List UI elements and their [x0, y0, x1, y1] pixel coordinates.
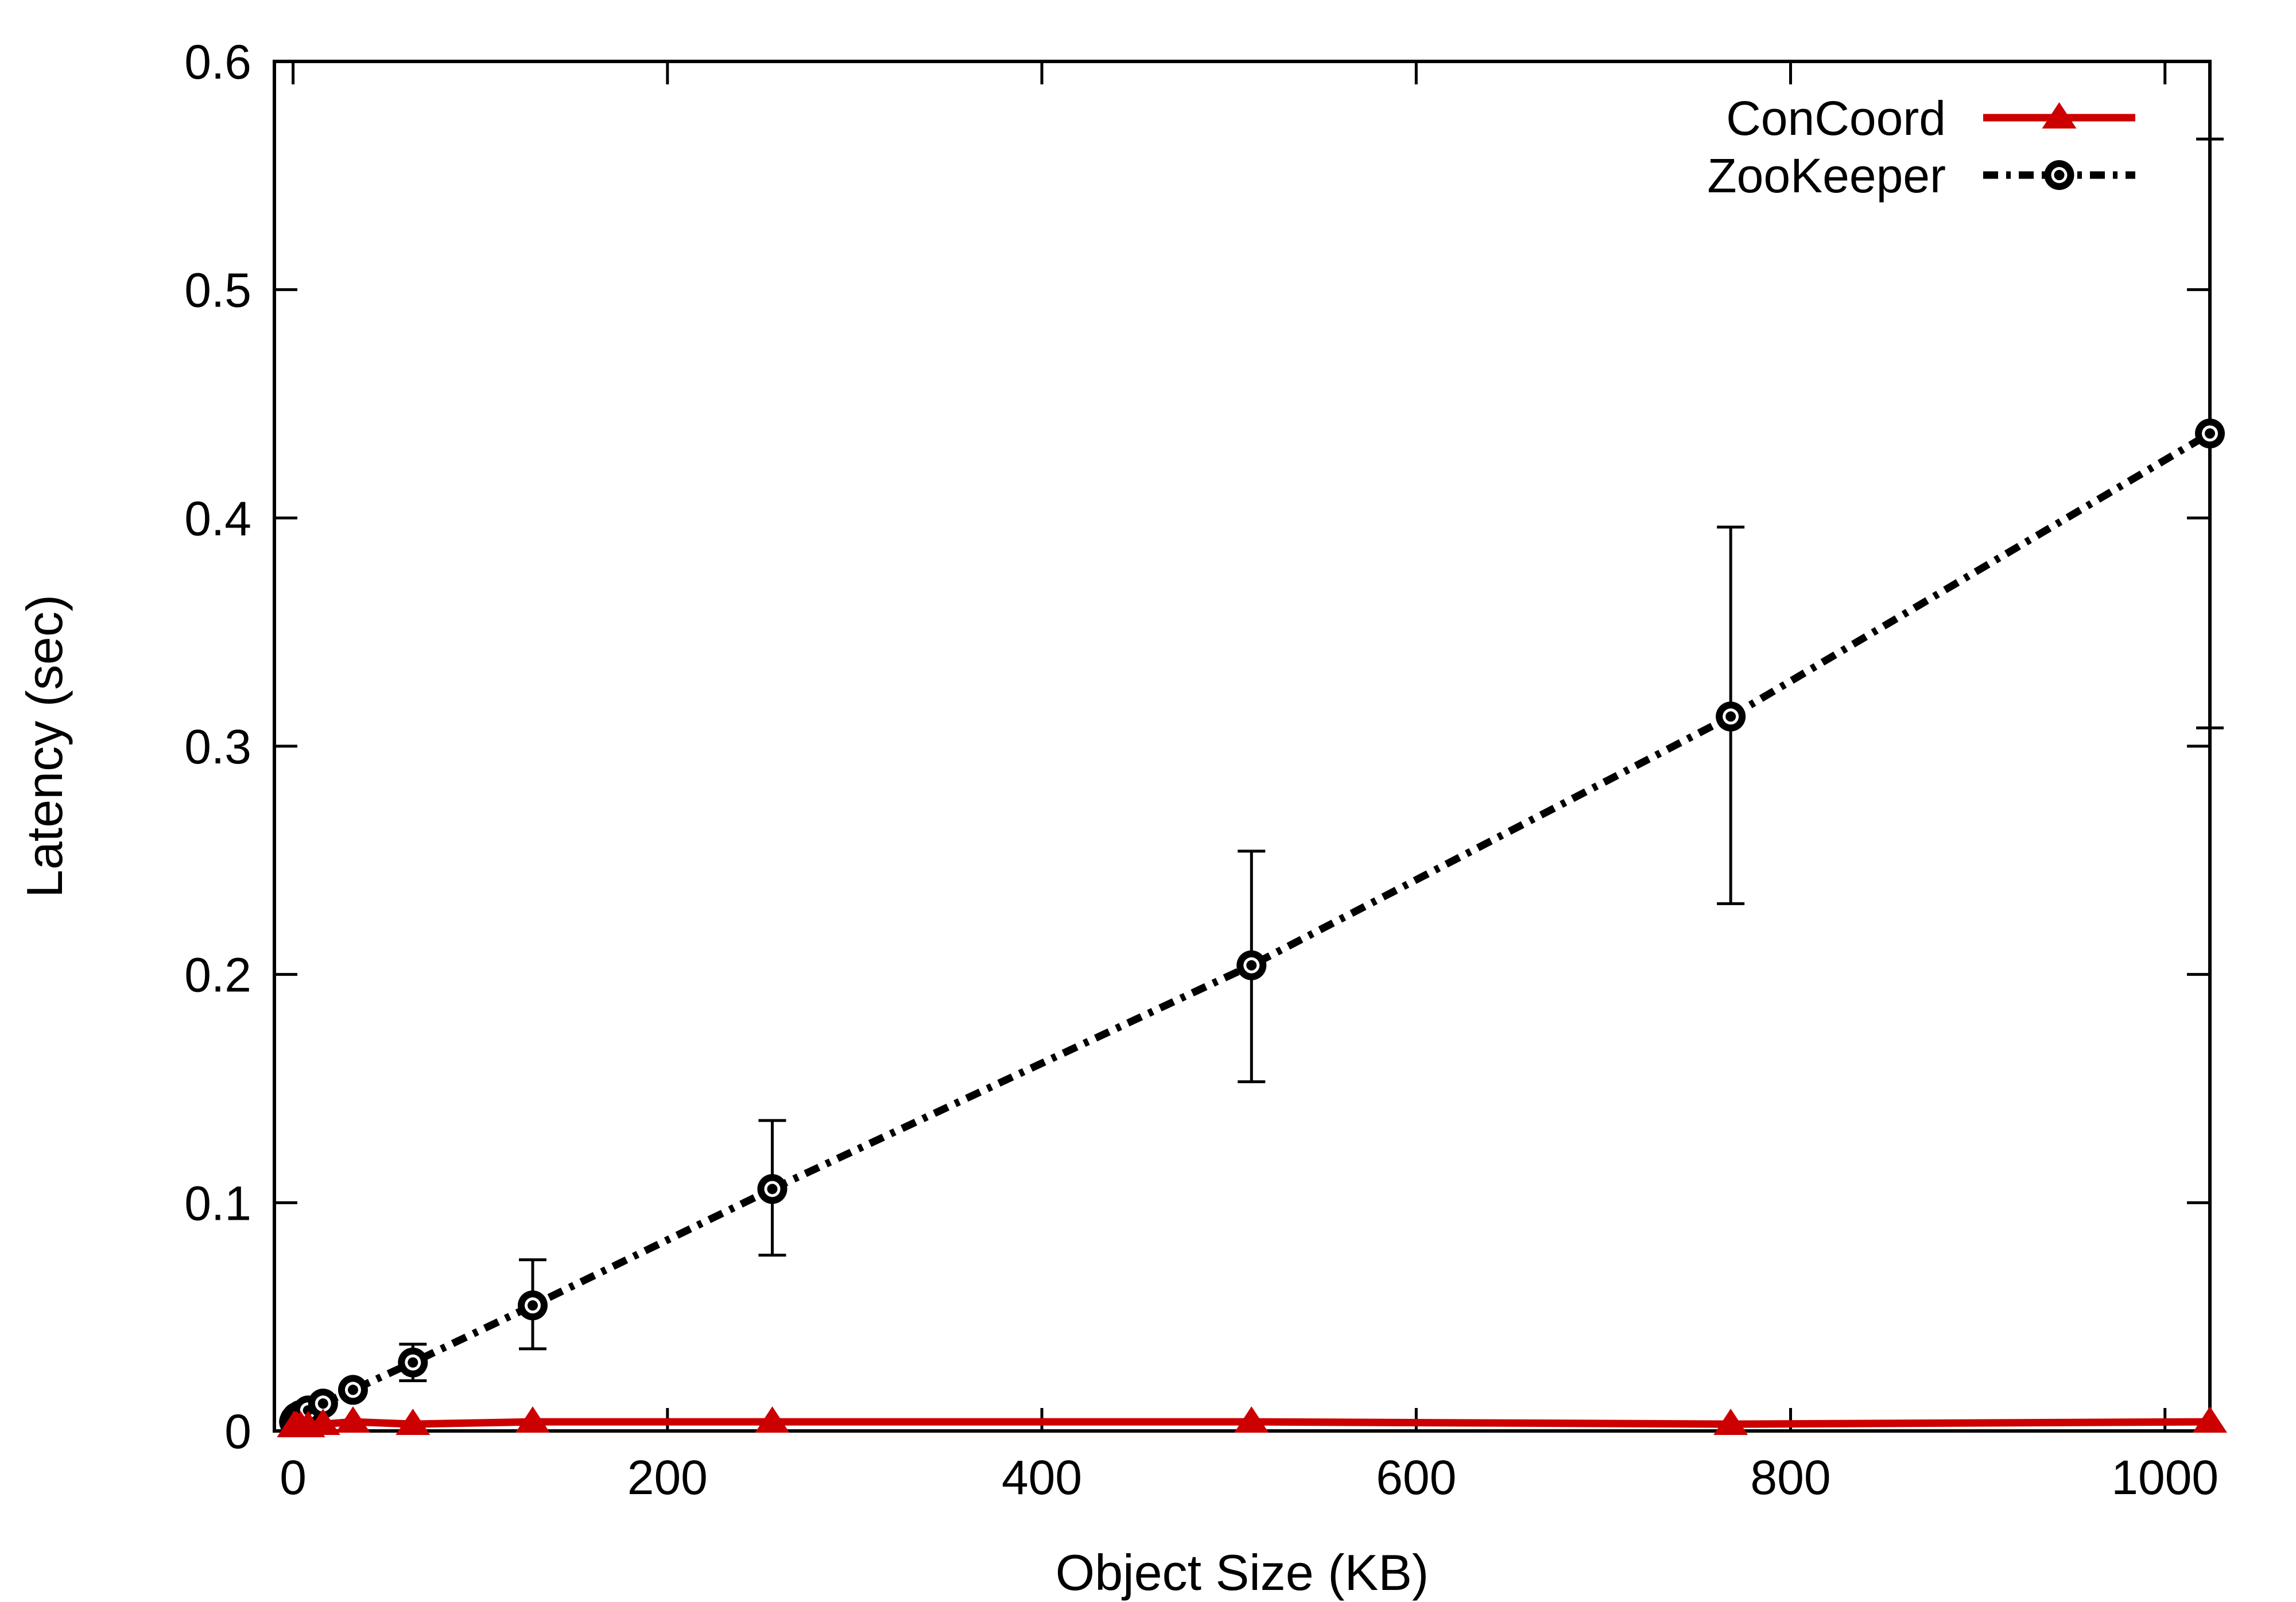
series-zookeeper: [279, 137, 2225, 1437]
zookeeper-point: [518, 1290, 548, 1321]
x-tick-label: 1000: [2111, 1450, 2219, 1504]
marker-dot: [2054, 170, 2065, 180]
y-tick-label: 0.3: [184, 720, 251, 774]
zookeeper-point: [398, 1347, 428, 1378]
concoord-point: [515, 1406, 550, 1433]
legend-marker-concoord: [2042, 102, 2077, 129]
x-tick-label: 600: [1376, 1450, 1456, 1504]
marker-dot: [347, 1384, 358, 1395]
zookeeper-point: [1716, 701, 1746, 732]
marker-dot: [767, 1184, 778, 1194]
marker-dot: [528, 1300, 538, 1311]
legend-label-zookeeper: ZooKeeper: [1707, 149, 1946, 203]
plot-frame: [273, 60, 2212, 1433]
zookeeper-point: [1236, 950, 1267, 980]
y-tick-label: 0: [224, 1405, 251, 1459]
zookeeper-point: [757, 1174, 788, 1204]
legend-marker-zookeeper: [2044, 160, 2074, 190]
legend-entry-zookeeper: ZooKeeper: [1707, 149, 2135, 203]
legend-entry-concoord: ConCoord: [1726, 91, 2135, 145]
concoord-point: [755, 1406, 790, 1433]
x-tick-label: 0: [280, 1450, 307, 1504]
y-axis-title: Latency (sec): [16, 595, 73, 898]
x-axis-title: Object Size (KB): [1056, 1544, 1429, 1601]
legend-label-concoord: ConCoord: [1726, 91, 1946, 145]
y-tick-label: 0.6: [184, 35, 251, 89]
zookeeper-point: [338, 1375, 368, 1405]
concoord-point: [1713, 1409, 1748, 1435]
marker-dot: [1725, 711, 1736, 722]
series-layer: [277, 137, 2227, 1437]
concoord-point: [305, 1409, 340, 1435]
x-tick-label: 200: [627, 1450, 708, 1504]
axis-ticks: [274, 60, 2210, 1433]
axis-tick-labels: 0 200 400 600 800 1000 0 0.1 0.2 0.3 0.4 0.5 0.6: [184, 35, 2219, 1504]
marker-dot: [1246, 960, 1257, 971]
concoord-point: [2193, 1406, 2227, 1433]
concoord-point: [1234, 1406, 1269, 1433]
zookeeper-point: [308, 1388, 338, 1419]
x-tick-label: 400: [1002, 1450, 1082, 1504]
concoord-point: [395, 1409, 430, 1435]
concoord-point: [335, 1406, 370, 1433]
y-tick-label: 0.1: [184, 1176, 251, 1230]
x-tick-label: 800: [1750, 1450, 1830, 1504]
y-tick-label: 0.2: [184, 948, 251, 1002]
marker-dot: [317, 1398, 328, 1409]
marker-dot: [2205, 428, 2215, 439]
zookeeper-point: [2195, 418, 2225, 449]
marker-dot: [408, 1357, 418, 1368]
y-tick-label: 0.5: [184, 263, 251, 317]
series-concoord: [277, 1406, 2227, 1437]
y-tick-label: 0.4: [184, 491, 251, 545]
